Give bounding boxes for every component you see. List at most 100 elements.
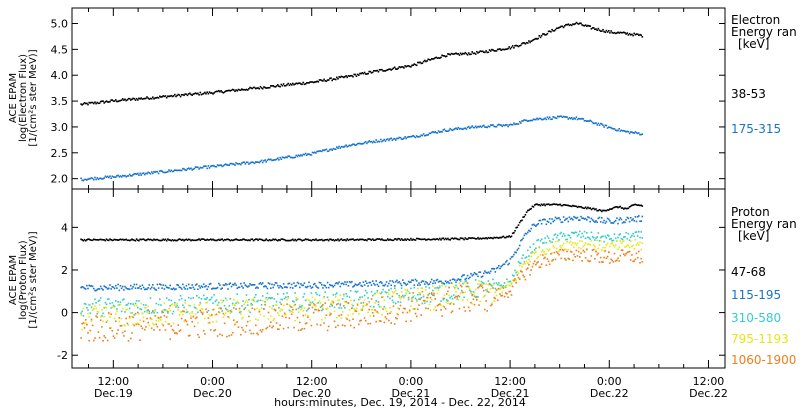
- data-point: [408, 65, 411, 68]
- data-point: [402, 239, 404, 241]
- data-point: [444, 55, 447, 58]
- data-point: [277, 84, 279, 86]
- data-point: [110, 239, 112, 241]
- data-point: [102, 289, 104, 291]
- data-point: [110, 327, 112, 329]
- data-point: [198, 94, 200, 96]
- data-point: [164, 238, 167, 241]
- data-point: [280, 158, 283, 160]
- data-point: [259, 238, 262, 241]
- data-point: [420, 238, 423, 241]
- data-point: [542, 242, 544, 244]
- data-point: [216, 90, 219, 93]
- data-point: [127, 324, 130, 326]
- data-point: [403, 67, 405, 69]
- data-point: [499, 236, 501, 239]
- data-point: [119, 301, 122, 303]
- data-point: [88, 101, 90, 104]
- data-point: [256, 286, 258, 288]
- data-point: [434, 57, 436, 59]
- data-point: [587, 206, 589, 209]
- data-point: [633, 260, 635, 262]
- data-point: [80, 177, 82, 180]
- data-point: [584, 257, 587, 259]
- data-point: [544, 237, 546, 239]
- data-point: [103, 315, 105, 318]
- data-point: [102, 239, 104, 241]
- data-point: [270, 239, 272, 242]
- data-point: [486, 288, 488, 290]
- data-point: [624, 221, 626, 224]
- data-point: [422, 299, 425, 302]
- data-point: [281, 298, 284, 301]
- data-point: [126, 308, 129, 311]
- data-point: [214, 239, 217, 242]
- data-point: [332, 147, 335, 150]
- data-point: [146, 317, 148, 320]
- data-point: [168, 299, 170, 301]
- data-point: [324, 317, 326, 319]
- data-point: [390, 239, 392, 241]
- data-point: [91, 309, 94, 311]
- data-point: [510, 282, 513, 284]
- data-point: [146, 309, 148, 312]
- data-point: [421, 302, 424, 305]
- data-point: [426, 60, 428, 62]
- data-point: [201, 238, 204, 240]
- data-point: [250, 304, 252, 307]
- data-point: [81, 310, 83, 313]
- data-point: [484, 270, 486, 272]
- data-point: [481, 50, 484, 53]
- data-point: [119, 285, 122, 287]
- data-point: [193, 239, 196, 242]
- data-point: [422, 133, 425, 135]
- data-point: [347, 145, 350, 147]
- data-point: [343, 293, 345, 296]
- data-point: [214, 329, 217, 331]
- data-point: [366, 303, 368, 305]
- data-point: [125, 287, 127, 289]
- data-point: [351, 238, 353, 241]
- data-point: [178, 299, 181, 301]
- data-point: [518, 244, 521, 247]
- y-tick-label: 2.5: [51, 147, 69, 160]
- data-point: [99, 100, 102, 103]
- data-point: [309, 301, 311, 304]
- data-point: [118, 317, 121, 319]
- data-point: [398, 296, 401, 299]
- data-point: [596, 236, 598, 238]
- data-point: [565, 248, 567, 251]
- data-point: [536, 224, 538, 226]
- data-point: [190, 317, 192, 319]
- data-point: [424, 238, 426, 240]
- data-point: [174, 169, 176, 171]
- data-point: [457, 287, 460, 290]
- data-point: [494, 291, 497, 294]
- data-point: [380, 306, 382, 308]
- data-point: [434, 287, 436, 289]
- data-point: [156, 283, 159, 286]
- data-point: [581, 24, 583, 26]
- data-point: [533, 38, 536, 40]
- data-point: [134, 322, 137, 325]
- data-point: [445, 281, 448, 284]
- data-point: [290, 156, 293, 159]
- data-point: [550, 31, 552, 33]
- data-point: [318, 281, 321, 284]
- data-point: [204, 239, 206, 241]
- data-point: [347, 75, 350, 77]
- data-point: [516, 45, 519, 47]
- data-point: [487, 125, 490, 128]
- data-point: [186, 94, 189, 97]
- data-point: [283, 85, 286, 87]
- data-point: [93, 339, 95, 342]
- data-point: [464, 291, 467, 293]
- data-point: [341, 282, 344, 285]
- data-point: [576, 242, 579, 245]
- data-point: [108, 287, 110, 290]
- data-point: [558, 253, 560, 256]
- data-point: [177, 306, 180, 309]
- data-point: [412, 279, 414, 282]
- data-point: [479, 271, 482, 273]
- data-point: [150, 311, 153, 314]
